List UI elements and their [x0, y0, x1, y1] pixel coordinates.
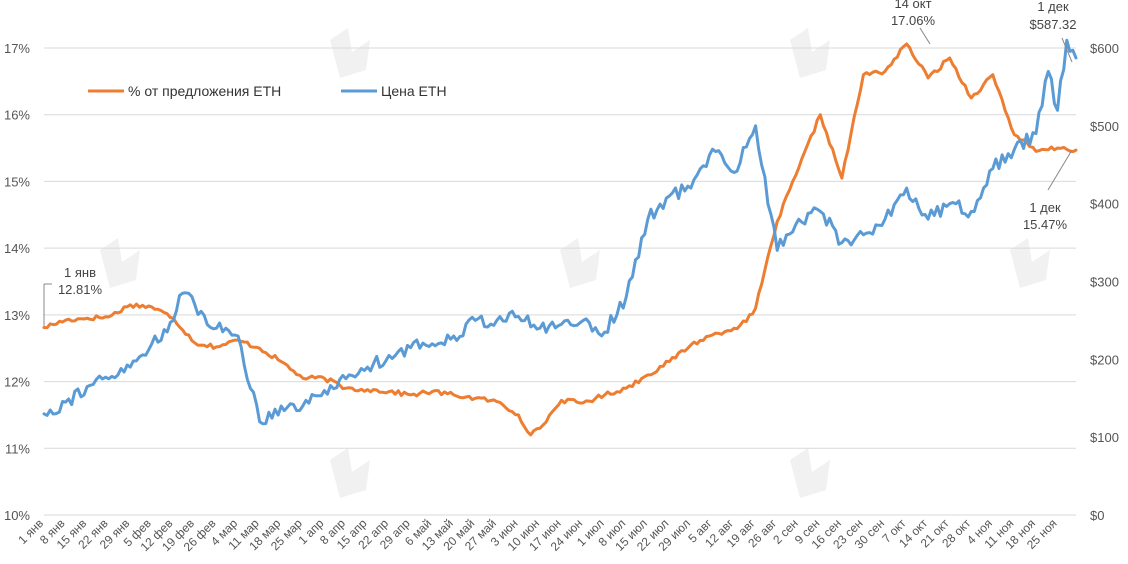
annotation-dec-supply-value: 15.47% [1023, 217, 1068, 232]
y-axis-right: $0 $100 $200 $300 $400 $500 $600 [1090, 41, 1119, 523]
series-group [42, 38, 1078, 437]
y-left-tick-label: 17% [4, 41, 30, 56]
y-axis-left: 10% 11% 12% 13% 14% 15% 16% 17% [4, 41, 30, 523]
y-right-tick-label: $100 [1090, 430, 1119, 445]
y-left-tick-label: 12% [4, 375, 30, 390]
annotation-oct-date: 14 окт [894, 0, 931, 11]
series-line-price [42, 38, 1078, 426]
watermark-group [100, 28, 1050, 498]
watermark-logo-icon [560, 238, 600, 288]
watermark-logo-icon [1010, 238, 1050, 288]
watermark-logo-icon [790, 448, 830, 498]
y-left-tick-label: 11% [5, 441, 30, 456]
watermark-logo-icon [330, 28, 370, 78]
grid-lines [44, 47, 1076, 516]
legend-label-supply: % от предложения ETH [128, 83, 281, 99]
y-left-tick-label: 10% [4, 508, 30, 523]
legend: % от предложения ETH Цена ETH [88, 83, 447, 99]
y-right-tick-label: $300 [1090, 275, 1119, 290]
annotation-jan-value: 12.81% [58, 282, 103, 297]
watermark-logo-icon [790, 28, 830, 78]
legend-label-price: Цена ETH [381, 83, 447, 99]
y-left-tick-label: 14% [4, 241, 30, 256]
y-right-tick-label: $600 [1090, 41, 1119, 56]
annotation-dec-price-date: 1 дек [1037, 0, 1069, 14]
y-left-tick-label: 15% [4, 174, 30, 189]
watermark-logo-icon [100, 238, 140, 288]
y-right-tick-label: $500 [1090, 119, 1119, 134]
annotation-leader-dec-price [1061, 37, 1073, 63]
annotation-dec-supply-date: 1 дек [1029, 200, 1061, 215]
y-right-tick-label: $0 [1090, 508, 1104, 523]
y-right-tick-label: $200 [1090, 352, 1119, 367]
y-right-tick-label: $400 [1090, 197, 1119, 212]
annotations: 1 янв 12.81% 14 окт 17.06% 1 дек $587.32… [43, 0, 1077, 326]
annotation-leader-dec-supply [1047, 149, 1073, 191]
watermark-logo-icon [330, 448, 370, 498]
annotation-dec-price-value: $587.32 [1030, 17, 1077, 32]
series-line-supply [42, 42, 1078, 437]
y-left-tick-label: 16% [4, 108, 30, 123]
annotation-leader-oct [919, 27, 931, 45]
annotation-jan-date: 1 янв [64, 265, 96, 280]
annotation-oct-value: 17.06% [891, 13, 936, 28]
y-left-tick-label: 13% [4, 308, 30, 323]
